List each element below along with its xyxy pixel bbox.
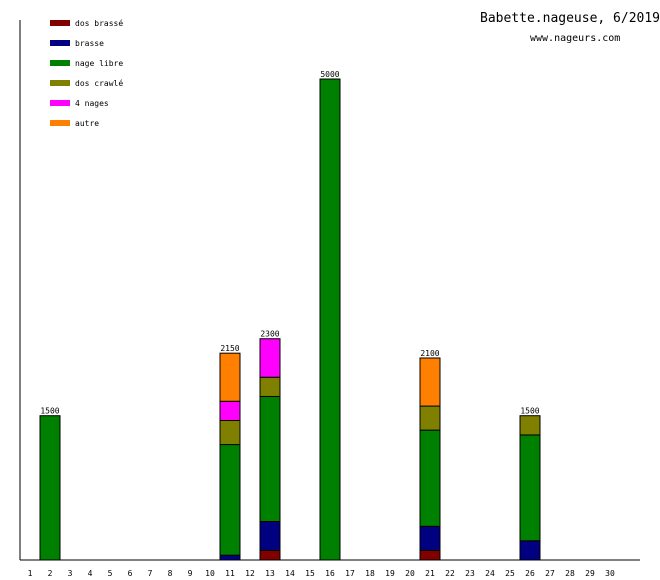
bar-segment (259, 376, 281, 397)
x-tick-label: 13 (265, 569, 275, 578)
legend-label: brasse (75, 39, 104, 48)
bar-segment (419, 525, 441, 551)
bar-segment (519, 415, 541, 436)
x-tick-label: 1 (28, 569, 33, 578)
bar-total-label: 2300 (260, 330, 279, 339)
legend-label: autre (75, 119, 99, 128)
legend-label: nage libre (75, 59, 123, 68)
bar-segment (259, 338, 281, 378)
bar-total-label: 5000 (320, 70, 339, 79)
x-tick-label: 27 (545, 569, 555, 578)
x-tick-label: 9 (188, 569, 193, 578)
x-tick-label: 10 (205, 569, 215, 578)
bar-segment (419, 549, 441, 561)
x-tick-label: 3 (68, 569, 73, 578)
bar-segment (39, 415, 61, 561)
bar-segment (419, 429, 441, 527)
bar-total-label: 2100 (420, 349, 439, 358)
bar-segment (519, 434, 541, 542)
x-tick-label: 25 (505, 569, 515, 578)
x-tick-label: 29 (585, 569, 595, 578)
bar-segment (259, 521, 281, 551)
x-tick-label: 16 (325, 569, 335, 578)
bar-total-label: 1500 (40, 407, 59, 416)
bar-total-label: 1500 (520, 407, 539, 416)
bar-segment (419, 405, 441, 431)
chart-title: Babette.nageuse, 6/2019 (480, 11, 660, 26)
legend-label: dos crawlé (75, 78, 123, 88)
legend-swatch (50, 20, 70, 26)
x-tick-label: 19 (385, 569, 395, 578)
x-tick-label: 8 (168, 569, 173, 578)
x-tick-label: 14 (285, 569, 295, 578)
bar-segment (319, 78, 341, 561)
x-tick-label: 11 (225, 569, 235, 578)
x-tick-label: 17 (345, 569, 355, 578)
bar-segment (219, 444, 241, 556)
bar-segment (219, 400, 241, 422)
legend-label: dos brassé (75, 18, 123, 28)
x-tick-label: 20 (405, 569, 415, 578)
bar-total-label: 2150 (220, 344, 239, 353)
legend-swatch (50, 40, 70, 46)
x-tick-label: 26 (525, 569, 535, 578)
x-tick-label: 2 (48, 569, 53, 578)
legend: dos brassé brasse nage libre dos crawlé 4 na… (50, 18, 123, 128)
legend-swatch (50, 120, 70, 126)
legend-swatch (50, 60, 70, 66)
bar-segment (259, 395, 281, 523)
bar-segment (419, 357, 441, 407)
x-tick-label: 4 (88, 569, 93, 578)
legend-label: 4 nages (75, 99, 109, 108)
x-tick-label: 12 (245, 569, 255, 578)
x-tick-label: 23 (465, 569, 475, 578)
x-tick-label: 5 (108, 569, 113, 578)
bar-segment (219, 420, 241, 446)
x-tick-label: 21 (425, 569, 435, 578)
bar-segment (259, 549, 281, 561)
bar-segment (219, 554, 241, 561)
x-tick-label: 18 (365, 569, 375, 578)
legend-swatch (50, 80, 70, 86)
bar-segment (519, 540, 541, 561)
x-tick-label: 24 (485, 569, 495, 578)
legend-swatch (50, 100, 70, 106)
bars: 1500 2150 2300 5000 2100 1500 (39, 70, 541, 561)
x-tick-labels: 1 2 3 4 5 6 7 8 9 10 11 12 13 14 15 16 17 18 19 20 21 22 23 24 2… (28, 569, 615, 578)
x-tick-label: 15 (305, 569, 315, 578)
x-tick-label: 6 (128, 569, 133, 578)
x-tick-label: 28 (565, 569, 575, 578)
chart-subtitle: www.nageurs.com (530, 33, 620, 44)
x-tick-label: 22 (445, 569, 455, 578)
x-tick-label: 7 (148, 569, 153, 578)
x-tick-label: 30 (605, 569, 615, 578)
bar-segment (219, 352, 241, 402)
